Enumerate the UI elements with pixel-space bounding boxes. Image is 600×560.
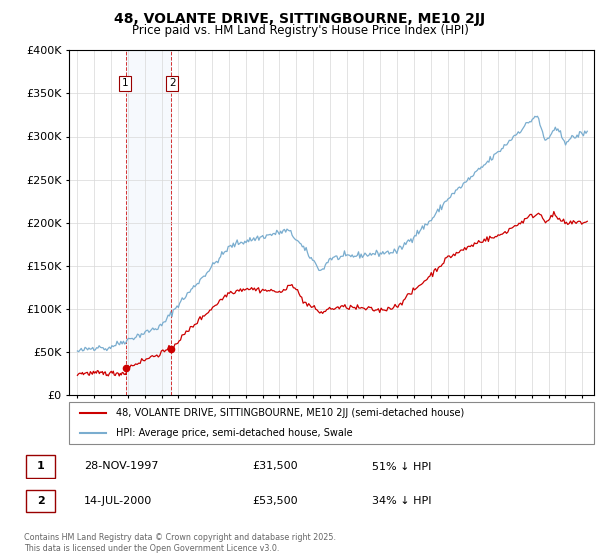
Text: Contains HM Land Registry data © Crown copyright and database right 2025.
This d: Contains HM Land Registry data © Crown c… [24, 533, 336, 553]
FancyBboxPatch shape [26, 490, 55, 512]
Text: 1: 1 [37, 461, 44, 472]
Text: Price paid vs. HM Land Registry's House Price Index (HPI): Price paid vs. HM Land Registry's House … [131, 24, 469, 36]
Text: 48, VOLANTE DRIVE, SITTINGBOURNE, ME10 2JJ: 48, VOLANTE DRIVE, SITTINGBOURNE, ME10 2… [115, 12, 485, 26]
FancyBboxPatch shape [69, 402, 594, 444]
Text: £31,500: £31,500 [252, 461, 298, 472]
FancyBboxPatch shape [26, 455, 55, 478]
Text: 34% ↓ HPI: 34% ↓ HPI [372, 496, 431, 506]
Point [122, 363, 131, 372]
Text: 1: 1 [122, 78, 128, 88]
Text: 14-JUL-2000: 14-JUL-2000 [84, 496, 152, 506]
Text: 51% ↓ HPI: 51% ↓ HPI [372, 461, 431, 472]
Text: 2: 2 [169, 78, 176, 88]
Text: £53,500: £53,500 [252, 496, 298, 506]
Point [166, 344, 175, 353]
Text: 48, VOLANTE DRIVE, SITTINGBOURNE, ME10 2JJ (semi-detached house): 48, VOLANTE DRIVE, SITTINGBOURNE, ME10 2… [116, 408, 464, 418]
Text: 2: 2 [37, 496, 44, 506]
Text: HPI: Average price, semi-detached house, Swale: HPI: Average price, semi-detached house,… [116, 428, 353, 438]
Bar [127, 50, 170, 395]
Text: 28-NOV-1997: 28-NOV-1997 [84, 461, 158, 472]
